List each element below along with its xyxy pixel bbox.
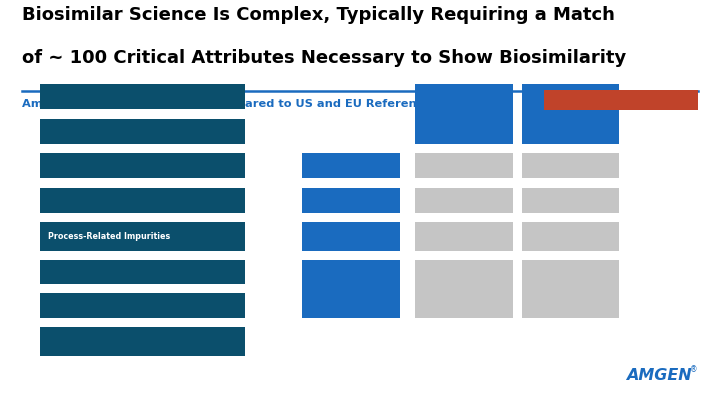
Bar — [522, 260, 619, 318]
Text: of ~ 100 Critical Attributes Necessary to Show Biosimilarity: of ~ 100 Critical Attributes Necessary t… — [22, 49, 626, 66]
Bar — [40, 260, 245, 284]
Text: Biosimilar Science Is Complex, Typically Requiring a Match: Biosimilar Science Is Complex, Typically… — [22, 6, 614, 24]
Bar — [40, 188, 245, 213]
Bar — [40, 293, 245, 318]
Bar — [522, 84, 619, 144]
Text: Process-Related Impurities: Process-Related Impurities — [48, 232, 171, 241]
Bar — [522, 153, 619, 178]
Text: AMGEN: AMGEN — [626, 368, 692, 383]
Bar — [544, 90, 698, 110]
Bar — [40, 327, 245, 356]
Bar — [415, 188, 513, 213]
Bar — [302, 222, 400, 251]
Text: ®: ® — [690, 366, 697, 375]
Bar — [415, 222, 513, 251]
Bar — [415, 153, 513, 178]
Bar — [415, 84, 513, 144]
Bar — [302, 188, 400, 213]
Bar — [40, 222, 245, 251]
Bar — [415, 260, 513, 318]
Bar — [40, 119, 245, 144]
Bar — [522, 188, 619, 213]
Bar — [302, 260, 400, 318]
Bar — [302, 153, 400, 178]
Bar — [40, 153, 245, 178]
Bar — [522, 222, 619, 251]
Text: Amgen Biosimilar Attributes Compared to US and EU Reference Product: Amgen Biosimilar Attributes Compared to … — [22, 99, 485, 109]
Bar — [40, 84, 245, 109]
